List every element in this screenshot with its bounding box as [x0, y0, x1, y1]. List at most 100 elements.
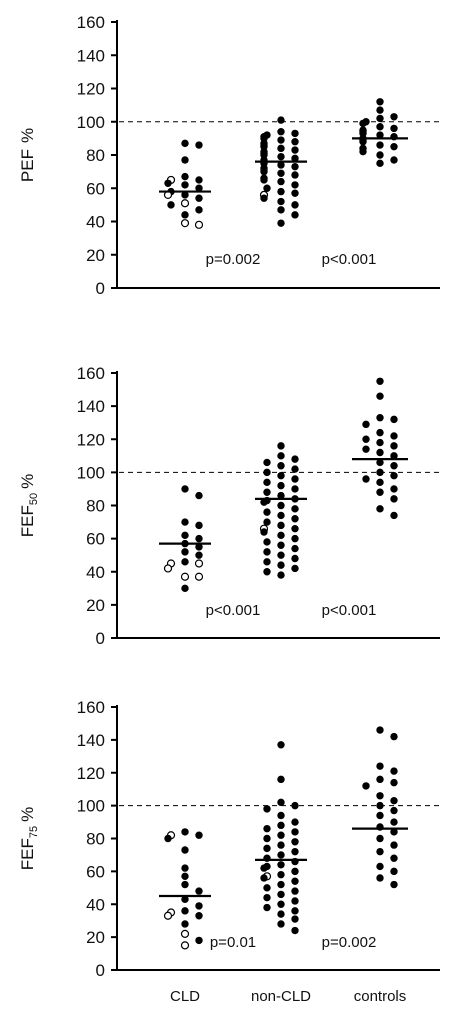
- data-point-filled: [181, 584, 189, 593]
- data-point-filled: [181, 548, 189, 556]
- data-point-open: [194, 572, 204, 581]
- data-point-filled: [164, 834, 172, 843]
- data-point-filled: [359, 147, 367, 156]
- data-point-filled: [195, 912, 203, 920]
- y-tick-label: 120: [77, 430, 105, 449]
- data-point-open: [180, 572, 190, 581]
- y-tick-label: 80: [86, 830, 105, 849]
- data-point-filled: [390, 732, 398, 741]
- data-point-filled: [390, 495, 398, 503]
- data-point-filled: [181, 485, 189, 493]
- data-point-filled: [291, 524, 299, 533]
- data-point-filled: [291, 887, 299, 895]
- chart-panel-pef: 0 20 40 60 80 100 120 140 160 PEF% p=0.002 p<0.001: [18, 13, 440, 298]
- data-point-filled: [277, 551, 285, 559]
- y-tick-label: 20: [86, 246, 105, 265]
- data-point-filled: [263, 844, 271, 853]
- data-point-open: [180, 929, 190, 938]
- data-point-filled: [362, 445, 370, 453]
- data-point-filled: [181, 181, 189, 189]
- data-point-filled: [291, 926, 299, 935]
- y-axis-label: FEF75%: [18, 807, 40, 870]
- data-point-filled: [195, 902, 203, 910]
- data-point-filled: [291, 138, 299, 146]
- y-axis-label-subscript: 75: [28, 826, 40, 838]
- data-point-filled: [376, 811, 384, 820]
- data-point-filled: [181, 211, 189, 219]
- data-point-filled: [376, 801, 384, 810]
- data-point-filled: [277, 206, 285, 214]
- y-tick-label: 80: [86, 146, 105, 165]
- data-point-filled: [195, 551, 203, 559]
- data-point-filled: [390, 432, 398, 440]
- data-point-filled: [181, 920, 189, 928]
- data-point-filled: [181, 156, 189, 164]
- y-axis-label: PEF%: [18, 128, 37, 182]
- data-point-filled: [277, 152, 285, 161]
- data-point-filled: [277, 798, 285, 807]
- data-point-filled: [263, 893, 271, 902]
- data-point-filled: [390, 124, 398, 133]
- data-point-filled: [390, 880, 398, 889]
- data-point-filled: [390, 452, 398, 460]
- data-point-filled: [376, 106, 384, 114]
- data-point-filled: [291, 828, 299, 836]
- y-axis-label-subscript: 50: [28, 493, 40, 505]
- p-value-label: p=0.01: [210, 934, 256, 951]
- data-point-filled: [181, 139, 189, 148]
- data-point-filled: [195, 206, 203, 214]
- data-point-filled: [376, 458, 384, 467]
- data-point-filled: [277, 491, 285, 500]
- data-point-filled: [376, 123, 384, 131]
- data-point-filled: [376, 726, 384, 734]
- data-point-filled: [390, 142, 398, 151]
- data-point-filled: [277, 890, 285, 899]
- data-point-filled: [390, 511, 398, 520]
- data-point-filled: [260, 528, 268, 536]
- data-point-filled: [277, 831, 285, 839]
- y-tick-label: 0: [96, 961, 105, 980]
- data-point-filled: [362, 420, 370, 429]
- data-point-filled: [376, 505, 384, 513]
- data-point-filled: [362, 782, 370, 790]
- data-point-filled: [291, 801, 299, 810]
- p-value-label: p<0.001: [322, 251, 377, 268]
- data-point-filled: [260, 498, 268, 506]
- data-point-filled: [263, 478, 271, 487]
- data-point-filled: [277, 197, 285, 206]
- y-tick-label: 60: [86, 530, 105, 549]
- y-tick-label: 140: [77, 46, 105, 65]
- data-point-filled: [376, 438, 384, 447]
- data-point-filled: [181, 172, 189, 181]
- data-point-filled: [359, 119, 367, 128]
- y-tick-label: 0: [96, 629, 105, 648]
- data-point-open: [180, 219, 190, 228]
- data-point-filled: [181, 864, 189, 872]
- data-point-filled: [263, 903, 271, 912]
- data-point-filled: [362, 475, 370, 483]
- data-point-open: [180, 199, 190, 208]
- data-point-filled: [376, 392, 384, 400]
- data-point-filled: [376, 762, 384, 770]
- data-point-filled: [277, 821, 285, 830]
- data-point-filled: [181, 531, 189, 540]
- data-point-filled: [277, 571, 285, 579]
- data-point-filled: [181, 895, 189, 904]
- y-tick-label: 160: [77, 13, 105, 32]
- data-point-filled: [277, 870, 285, 879]
- data-point-filled: [390, 415, 398, 424]
- y-axis-label-main: FEF: [18, 505, 37, 537]
- chart-panel-fef75: 0 20 40 60 80 100 120 140 160 FEF75% p=0.01 p=0.002: [18, 698, 440, 980]
- data-point-filled: [277, 920, 285, 928]
- data-point-filled: [260, 874, 268, 882]
- data-point-filled: [390, 796, 398, 805]
- data-point-filled: [390, 854, 398, 862]
- data-point-filled: [277, 775, 285, 784]
- data-point-filled: [390, 767, 398, 775]
- data-point-filled: [263, 805, 271, 813]
- y-tick-label: 140: [77, 731, 105, 750]
- data-point-filled: [291, 162, 299, 171]
- data-point-filled: [277, 741, 285, 749]
- data-point-filled: [376, 488, 384, 496]
- y-tick-label: 40: [86, 895, 105, 914]
